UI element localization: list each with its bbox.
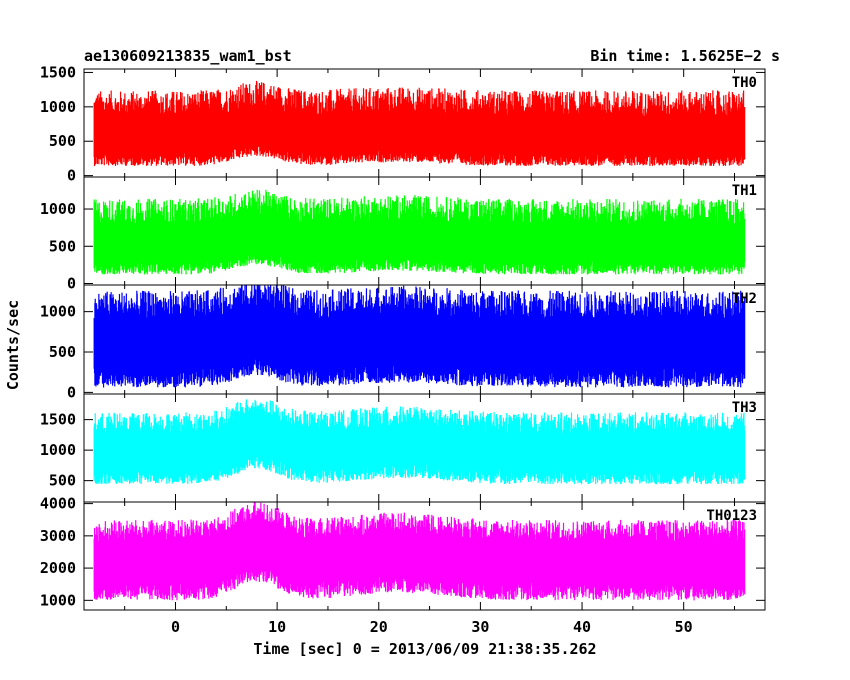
- panel-label-th0: TH0: [732, 75, 757, 91]
- y-tick-label: 1000: [40, 441, 76, 459]
- y-axis-label: Counts/sec: [4, 300, 22, 390]
- series-th2: [93, 285, 746, 388]
- y-tick-label: 3000: [40, 527, 76, 545]
- series-th1: [93, 189, 746, 275]
- panel-label-th3: TH3: [732, 400, 757, 416]
- series-th3: [93, 399, 746, 485]
- series-th0: [93, 80, 746, 166]
- series-th0123: [93, 502, 746, 601]
- x-tick-label: 10: [268, 618, 286, 636]
- panel-label-th1: TH1: [732, 183, 757, 199]
- y-tick-label: 1000: [40, 591, 76, 609]
- y-tick-label: 0: [67, 167, 76, 185]
- panel-label-th0123: TH0123: [706, 508, 757, 524]
- y-tick-label: 1500: [40, 411, 76, 429]
- chart-title-left: ae130609213835_wam1_bst: [84, 47, 292, 65]
- x-axis-ticks: 0 10 20 30 40 50: [171, 618, 693, 636]
- y-tick-label: 1000: [40, 200, 76, 218]
- panels-group: 0 500 1000 1500 TH0 0 500 1000 TH1 0 500 1000 TH2 500…: [40, 63, 766, 611]
- x-tick-label: 20: [370, 618, 388, 636]
- panel-th0: 0 500 1000 1500 TH0: [40, 63, 766, 185]
- y-tick-label: 500: [49, 237, 76, 255]
- panel-th0123: 1000 2000 3000 4000 TH0123: [40, 495, 766, 611]
- y-tick-label: 500: [49, 472, 76, 490]
- x-axis-label: Time [sec] 0 = 2013/06/09 21:38:35.262: [253, 640, 596, 658]
- panel-th2: 0 500 1000 TH2: [40, 284, 766, 401]
- x-tick-label: 50: [675, 618, 693, 636]
- x-tick-label: 0: [171, 618, 180, 636]
- x-tick-label: 40: [573, 618, 591, 636]
- y-tick-label: 500: [49, 343, 76, 361]
- chart-title-right: Bin time: 1.5625E−2 s: [590, 47, 780, 65]
- y-tick-label: 1000: [40, 98, 76, 116]
- panel-th3: 500 1000 1500 TH3: [40, 393, 766, 503]
- y-tick-label: 4000: [40, 495, 76, 513]
- y-tick-label: 0: [67, 275, 76, 293]
- y-tick-label: 1500: [40, 63, 76, 81]
- y-tick-label: 500: [49, 132, 76, 150]
- panel-th1: 0 500 1000 TH1: [40, 176, 766, 293]
- y-tick-label: 0: [67, 383, 76, 401]
- panel-frame: [83, 501, 766, 611]
- y-tick-label: 1000: [40, 303, 76, 321]
- panel-label-th2: TH2: [732, 291, 757, 307]
- y-tick-label: 2000: [40, 559, 76, 577]
- x-tick-label: 30: [471, 618, 489, 636]
